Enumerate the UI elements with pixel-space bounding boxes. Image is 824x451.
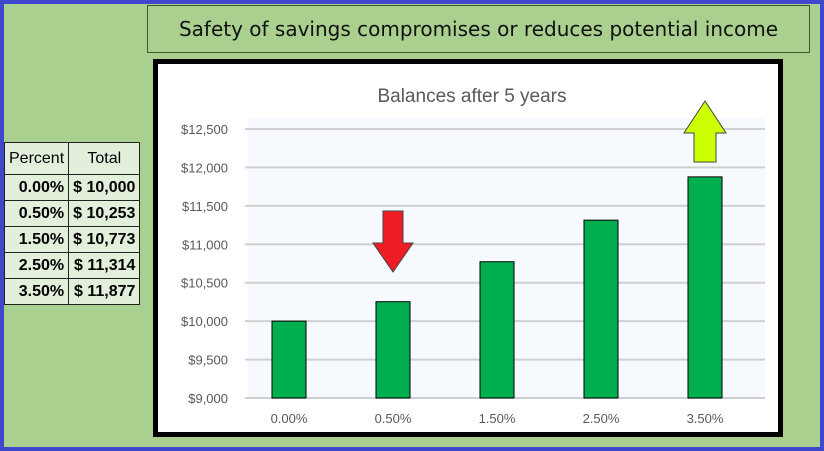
x-tick-label: 0.50% xyxy=(375,411,412,426)
x-tick-label: 1.50% xyxy=(479,411,516,426)
x-tick-label: 2.50% xyxy=(583,411,620,426)
cell: $ 10,773 xyxy=(68,226,141,253)
bar xyxy=(271,320,307,399)
y-tick-label: $11,000 xyxy=(182,237,228,252)
cell: $ 11,877 xyxy=(68,278,141,305)
table-header: Percent Total xyxy=(3,142,141,175)
up-arrow-icon xyxy=(683,100,727,163)
banner-title: Safety of savings compromises or reduces… xyxy=(147,5,810,53)
y-tick-label: $9,000 xyxy=(188,391,228,406)
header-total: Total xyxy=(68,142,141,175)
cell: 1.50% xyxy=(3,226,70,253)
y-tick-label: $10,000 xyxy=(181,314,228,329)
cell: 2.50% xyxy=(3,252,70,279)
table-row: 0.50% $ 10,253 xyxy=(3,200,141,227)
cell: $ 10,253 xyxy=(68,200,141,227)
cell: $ 11,314 xyxy=(68,252,141,279)
cell: 3.50% xyxy=(3,278,70,305)
y-tick-label: $9,500 xyxy=(188,353,228,368)
x-tick-label: 0.00% xyxy=(271,411,308,426)
cell: 0.50% xyxy=(3,200,70,227)
table-row: 1.50% $ 10,773 xyxy=(3,226,141,253)
table-row: 2.50% $ 11,314 xyxy=(3,252,141,279)
bar xyxy=(479,261,515,399)
header-percent: Percent xyxy=(3,142,70,175)
bar xyxy=(375,301,411,399)
down-arrow-icon xyxy=(372,210,414,273)
table-row: 0.00% $ 10,000 xyxy=(3,174,141,201)
x-tick-label: 3.50% xyxy=(687,411,724,426)
y-tick-label: $12,000 xyxy=(181,160,228,175)
y-tick-label: $10,500 xyxy=(181,276,228,291)
chart-title: Balances after 5 years xyxy=(377,86,566,107)
cell: 0.00% xyxy=(3,174,70,201)
y-tick-label: $12,500 xyxy=(181,122,228,137)
y-tick-label: $11,500 xyxy=(182,199,228,214)
data-table: Percent Total 0.00% $ 10,000 0.50% $ 10,253… xyxy=(3,142,141,305)
bar xyxy=(687,176,723,399)
table-row: 3.50% $ 11,877 xyxy=(3,278,141,305)
bar xyxy=(583,219,619,399)
